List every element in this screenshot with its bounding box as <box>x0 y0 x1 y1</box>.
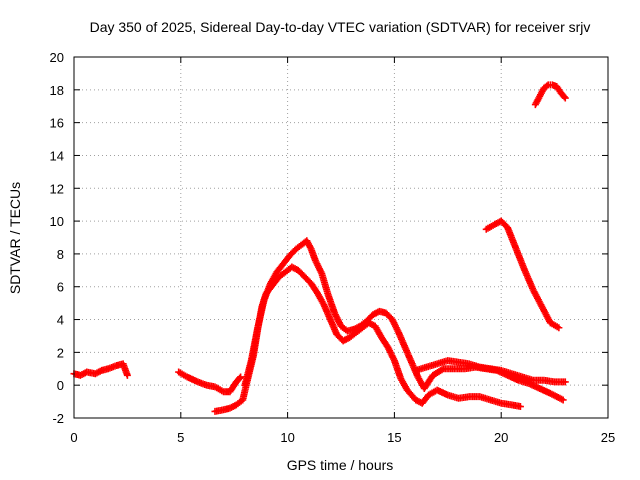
data-point <box>561 94 569 102</box>
y-tick-label: 6 <box>57 280 64 295</box>
x-tick-label: 15 <box>387 430 401 445</box>
y-tick-label: 14 <box>50 148 64 163</box>
x-tick-label: 20 <box>494 430 508 445</box>
series-track-7 <box>531 81 569 109</box>
y-tick-label: -2 <box>52 411 64 426</box>
chart-title: Day 350 of 2025, Sidereal Day-to-day VTE… <box>90 19 591 35</box>
y-tick-label: 18 <box>50 83 64 98</box>
y-tick-label: 4 <box>57 313 64 328</box>
grid-lines <box>74 57 608 418</box>
plot-frame <box>73 56 609 419</box>
data-point <box>237 373 245 381</box>
data-point <box>236 374 244 382</box>
x-tick-label: 25 <box>601 430 615 445</box>
series-track-2 <box>175 368 245 396</box>
y-tick-label: 12 <box>50 181 64 196</box>
data-point <box>438 366 446 374</box>
axis-ticks: 0 5 10 15 20 25 -2 0 2 4 6 8 10 12 14 16 18 20 <box>50 50 616 445</box>
plot-area <box>70 81 569 415</box>
x-tick-label: 0 <box>70 430 77 445</box>
data-point <box>560 93 568 101</box>
y-tick-label: 8 <box>57 247 64 262</box>
y-tick-label: 16 <box>50 116 64 131</box>
data-point <box>123 371 131 379</box>
y-tick-label: 0 <box>57 378 64 393</box>
data-point <box>555 324 563 332</box>
data-point <box>559 396 567 404</box>
y-axis-title: SDTVAR / TECUs <box>7 182 23 294</box>
data-point <box>561 378 569 386</box>
x-axis-title: GPS time / hours <box>287 457 394 473</box>
data-point <box>543 82 551 90</box>
series-track-6 <box>482 217 563 332</box>
x-tick-label: 5 <box>177 430 184 445</box>
y-tick-label: 2 <box>57 345 64 360</box>
data-point <box>516 403 524 411</box>
series-track-5 <box>412 357 569 386</box>
x-tick-label: 10 <box>280 430 294 445</box>
y-tick-label: 10 <box>50 214 64 229</box>
y-tick-label: 20 <box>50 50 64 65</box>
